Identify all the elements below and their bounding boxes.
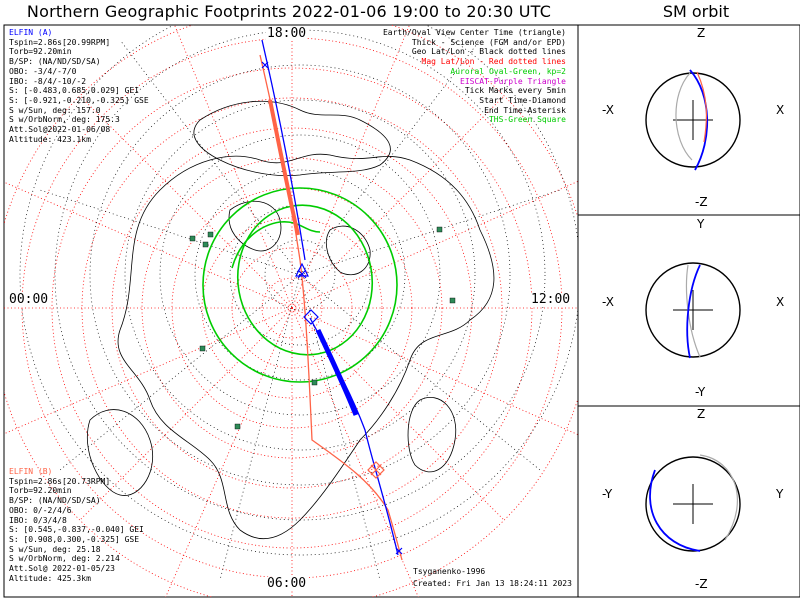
elfin-b-line: S: [0.545,-0.837,-0.040] GEI bbox=[9, 525, 144, 535]
orbit-axis-label: -X bbox=[602, 103, 614, 117]
elfin-b-line: Torb=92.20min bbox=[9, 486, 72, 496]
mag-grid bbox=[4, 25, 578, 597]
elfin-b-name: ELFIN (B) bbox=[9, 467, 53, 476]
coastlines bbox=[86, 100, 495, 539]
elfin-a-line: S: [-0.483,0.685,0.029] GEI bbox=[9, 86, 140, 96]
orbit-axis-label: Z bbox=[697, 407, 706, 421]
clock-label-left: 00:00 bbox=[8, 292, 50, 307]
clock-label-bottom: 06:00 bbox=[266, 576, 308, 591]
elfin-a-line: S w/Sun, deg: 157.0 bbox=[9, 105, 101, 115]
clock-label-top: 18:00 bbox=[266, 26, 308, 41]
elfin-a-line: Att.Sol@2022-01-06/08 bbox=[9, 125, 111, 135]
legend-item: Earth/Oval View Center Time (triangle) bbox=[382, 28, 566, 37]
start-diamond bbox=[303, 309, 319, 325]
ths-markers bbox=[189, 226, 456, 430]
orbit-axis-label: -X bbox=[602, 295, 614, 309]
legend-item: Thick - Science (FGM and/or EPD) bbox=[411, 37, 566, 47]
orbit-axis-label: -Y bbox=[602, 487, 613, 501]
elfin-a-line: Torb=92.20min bbox=[9, 47, 72, 57]
elfin-b-line: OBO: 0/-2/4/6 bbox=[9, 505, 72, 515]
elfin-b-line: B/SP: (NA/ND/SD/SA) bbox=[9, 496, 101, 506]
orbit-axis-label: Z bbox=[697, 26, 706, 40]
track-markers bbox=[261, 61, 403, 555]
orbit-panel-xy bbox=[645, 262, 741, 359]
elfin-a-name: ELFIN (A) bbox=[9, 28, 53, 37]
legend-item: Auroral Oval-Green, kp=2 bbox=[450, 66, 566, 76]
elfin-b-line: IBO: 0/3/4/8 bbox=[9, 515, 67, 525]
orbit-axis-label: Y bbox=[776, 487, 784, 501]
elfin-a-line: Altitude: 423.1km bbox=[9, 134, 91, 144]
elfin-b-line: S: [0.908,0.300,-0.325] GSE bbox=[9, 534, 140, 544]
legend-item: Mag Lat/Lon - Red dotted lines bbox=[421, 57, 567, 67]
orbit-panel-yz bbox=[645, 454, 741, 552]
elfin-a-info: ELFIN (A) Tspin=2.86s[20.99RPM] Torb=92.… bbox=[9, 28, 149, 144]
orbit-panel-xz bbox=[645, 69, 741, 171]
orbit-axis-label: -Z bbox=[695, 195, 708, 209]
elfin-a-line: OBO: -3/4/-7/0 bbox=[9, 66, 77, 76]
orbit-axis-label: -Z bbox=[695, 577, 708, 591]
elfin-a-line: IBO: -8/4/-10/-2 bbox=[9, 76, 87, 86]
orbit-axis-label: X bbox=[776, 103, 785, 117]
orbit-axis-label: X bbox=[776, 295, 785, 309]
footer-credit: Tsyganenko-1996 bbox=[413, 567, 486, 576]
elfin-a-line: Tspin=2.86s[20.99RPM] bbox=[9, 37, 111, 47]
legend-item: End Time-Asterisk bbox=[484, 105, 566, 115]
legend: Earth/Oval View Center Time (triangle) T… bbox=[383, 28, 566, 125]
elfin-b-track bbox=[259, 54, 403, 561]
legend-item: EISCAT-Purple Triangle bbox=[460, 76, 566, 86]
elfin-b-line: Tspin=2.86s[20.73RPM] bbox=[9, 476, 111, 486]
elfin-a-track bbox=[261, 39, 399, 556]
orbit-axis-label: -Y bbox=[695, 385, 706, 399]
elfin-b-line: S w/Sun, deg: 25.18 bbox=[9, 544, 101, 554]
footer-created: Created: Fri Jan 13 18:24:11 2023 bbox=[413, 579, 572, 588]
elfin-a-line: S: [-0.921,-0.210,-0.325] GSE bbox=[9, 95, 149, 105]
elfin-b-line: S w/OrbNorm, deg: 2.214 bbox=[9, 554, 120, 564]
elfin-a-line: B/SP: (NA/ND/SD/SA) bbox=[9, 57, 101, 67]
legend-item: THS-Green Square bbox=[488, 115, 566, 125]
sm-orbit-title: SM orbit bbox=[662, 2, 730, 21]
legend-item: Geo Lat/Lon - Black dotted lines bbox=[411, 47, 566, 57]
elfin-b-line: Altitude: 425.3km bbox=[9, 573, 91, 583]
legend-item: Start Time-Diamond bbox=[479, 95, 566, 105]
clock-label-right: 12:00 bbox=[530, 292, 572, 307]
elfin-b-line: Att.Sol@ 2022-01-05/23 bbox=[9, 564, 115, 574]
elfin-b-info: ELFIN (B) Tspin=2.86s[20.73RPM] Torb=92.… bbox=[9, 467, 144, 583]
auroral-oval bbox=[202, 187, 398, 383]
orbit-axis-label: Y bbox=[697, 217, 705, 231]
page-title: Northern Geographic Footprints 2022-01-0… bbox=[26, 2, 552, 21]
legend-item: Tick Marks every 5min bbox=[464, 86, 566, 96]
elfin-a-line: S w/OrbNorm, deg: 175.3 bbox=[9, 115, 120, 125]
